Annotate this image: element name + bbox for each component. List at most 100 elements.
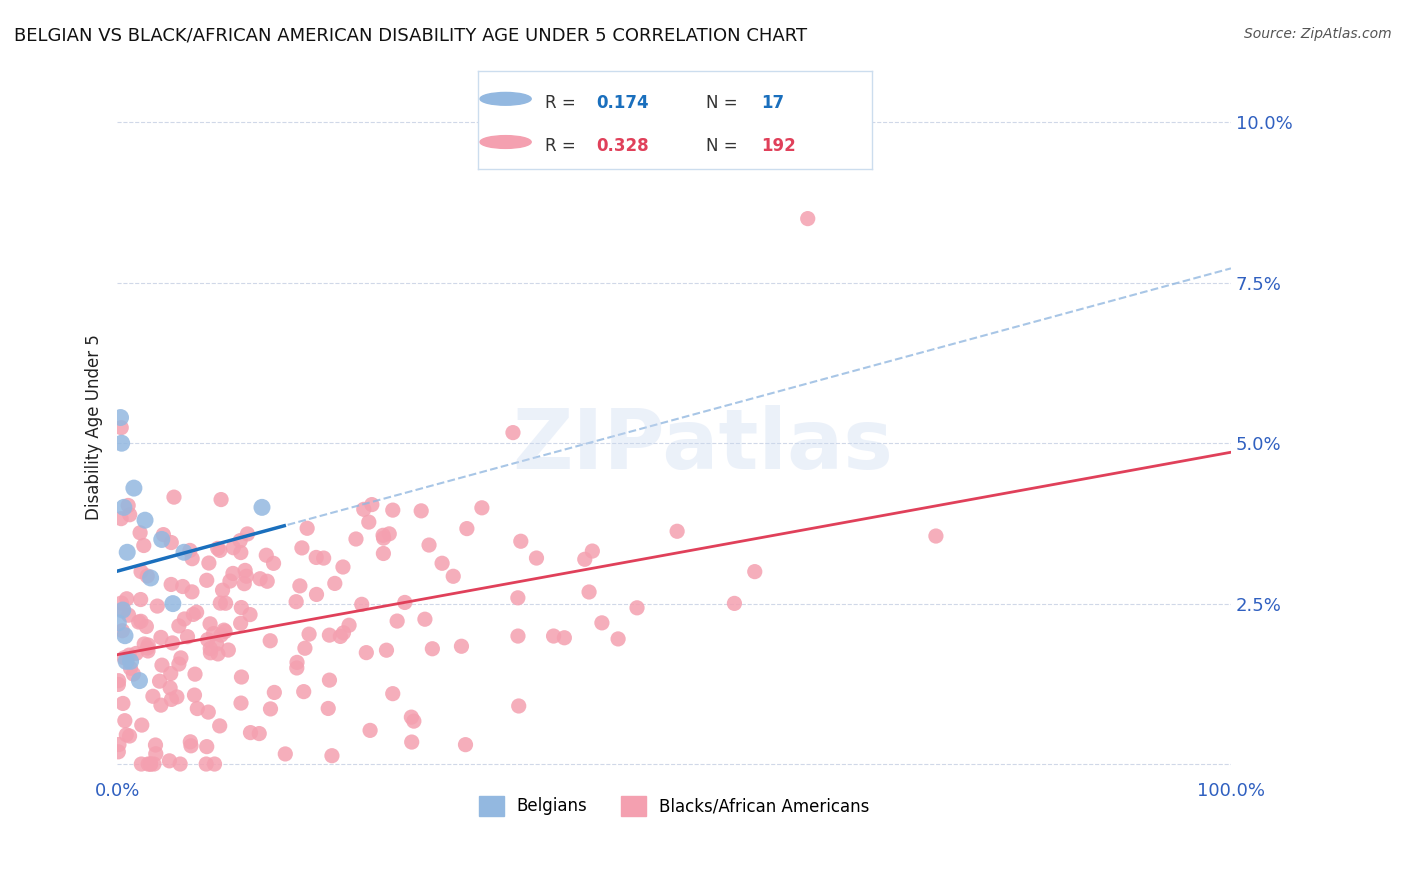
Blacks/African Americans [170, 651, 193, 665]
Blacks/African Americans [233, 576, 256, 591]
Blacks/African Americans [239, 725, 262, 739]
Blacks/African Americans [131, 718, 153, 732]
Blacks/African Americans [422, 641, 444, 656]
Blacks/African Americans [316, 701, 339, 715]
Blacks/African Americans [117, 499, 139, 513]
Blacks/African Americans [117, 608, 139, 623]
Blacks/African Americans [208, 719, 231, 733]
Blacks/African Americans [229, 545, 252, 559]
Blacks/African Americans [179, 543, 201, 558]
Blacks/African Americans [112, 650, 135, 665]
Blacks/African Americans [157, 754, 180, 768]
Blacks/African Americans [371, 528, 394, 542]
Blacks/African Americans [373, 547, 395, 561]
Blacks/African Americans [129, 525, 152, 540]
Belgians [115, 654, 138, 668]
Blacks/African Americans [229, 533, 252, 548]
Text: 0.328: 0.328 [596, 137, 648, 155]
Blacks/African Americans [162, 636, 184, 650]
Blacks/African Americans [394, 595, 416, 609]
Blacks/African Americans [441, 569, 464, 583]
Blacks/African Americans [231, 600, 253, 615]
Blacks/African Americans [247, 726, 270, 740]
Blacks/African Americans [288, 579, 311, 593]
Blacks/African Americans [118, 508, 141, 522]
Blacks/African Americans [212, 623, 235, 637]
Belgians [162, 597, 184, 611]
Blacks/African Americans [353, 502, 375, 516]
Blacks/African Americans [149, 698, 172, 713]
Belgians [120, 654, 142, 668]
Blacks/African Americans [373, 531, 395, 545]
Blacks/African Americans [142, 757, 165, 772]
Blacks/African Americans [152, 527, 174, 541]
Blacks/African Americans [329, 629, 352, 643]
Blacks/African Americans [219, 574, 242, 588]
Text: R =: R = [546, 137, 581, 155]
Blacks/African Americans [181, 585, 204, 599]
Circle shape [479, 93, 531, 105]
Belgians [107, 615, 129, 630]
Blacks/African Americans [198, 556, 221, 570]
Text: 17: 17 [762, 94, 785, 112]
Blacks/African Americans [107, 677, 129, 691]
Blacks/African Americans [217, 643, 239, 657]
Blacks/African Americans [134, 637, 156, 651]
Blacks/African Americans [502, 425, 524, 440]
Blacks/African Americans [125, 647, 148, 661]
Blacks/African Americans [128, 615, 150, 629]
Blacks/African Americans [359, 723, 381, 738]
Belgians [139, 571, 162, 585]
Blacks/African Americans [110, 511, 132, 525]
Blacks/African Americans [553, 631, 575, 645]
Blacks/African Americans [305, 550, 328, 565]
Blacks/African Americans [231, 670, 253, 684]
Blacks/African Americans [131, 757, 153, 772]
Blacks/African Americans [110, 420, 132, 434]
Blacks/African Americans [233, 563, 256, 577]
Blacks/African Americans [294, 641, 316, 656]
Blacks/African Americans [305, 587, 328, 601]
Blacks/African Americans [350, 598, 373, 612]
Blacks/African Americans [173, 612, 195, 626]
Blacks/African Americans [543, 629, 565, 643]
Blacks/African Americans [115, 728, 138, 742]
Blacks/African Americans [108, 738, 131, 752]
Blacks/African Americans [312, 551, 335, 566]
Blacks/African Americans [132, 539, 155, 553]
Text: BELGIAN VS BLACK/AFRICAN AMERICAN DISABILITY AGE UNDER 5 CORRELATION CHART: BELGIAN VS BLACK/AFRICAN AMERICAN DISABI… [14, 27, 807, 45]
Belgians [110, 410, 132, 425]
Blacks/African Americans [110, 596, 132, 610]
Blacks/African Americans [145, 738, 167, 752]
Belgians [115, 545, 138, 559]
Belgians [134, 513, 156, 527]
Blacks/African Americans [254, 548, 277, 562]
Legend: Belgians, Blacks/African Americans: Belgians, Blacks/African Americans [470, 788, 877, 824]
Blacks/African Americans [506, 591, 529, 605]
Blacks/African Americans [160, 692, 183, 706]
Belgians [111, 603, 134, 617]
Blacks/African Americans [298, 627, 321, 641]
Blacks/African Americans [136, 569, 159, 583]
Blacks/African Americans [160, 577, 183, 591]
Blacks/African Americans [186, 605, 208, 619]
Blacks/African Americans [135, 619, 157, 633]
Belgians [128, 673, 150, 688]
Belgians [150, 533, 173, 547]
Blacks/African Americans [337, 618, 360, 632]
Blacks/African Americans [526, 551, 548, 566]
Blacks/African Americans [332, 625, 354, 640]
Blacks/African Americans [181, 551, 204, 566]
Blacks/African Americans [209, 628, 232, 642]
Text: 0.174: 0.174 [596, 94, 648, 112]
Blacks/African Americans [209, 492, 232, 507]
Blacks/African Americans [375, 643, 398, 657]
Blacks/African Americans [626, 600, 648, 615]
Blacks/African Americans [207, 647, 229, 661]
Blacks/African Americans [180, 739, 202, 753]
Blacks/African Americans [229, 696, 252, 710]
Y-axis label: Disability Age Under 5: Disability Age Under 5 [86, 334, 103, 520]
Blacks/African Americans [925, 529, 948, 543]
Blacks/African Americans [378, 526, 401, 541]
Blacks/African Americans [107, 745, 129, 759]
